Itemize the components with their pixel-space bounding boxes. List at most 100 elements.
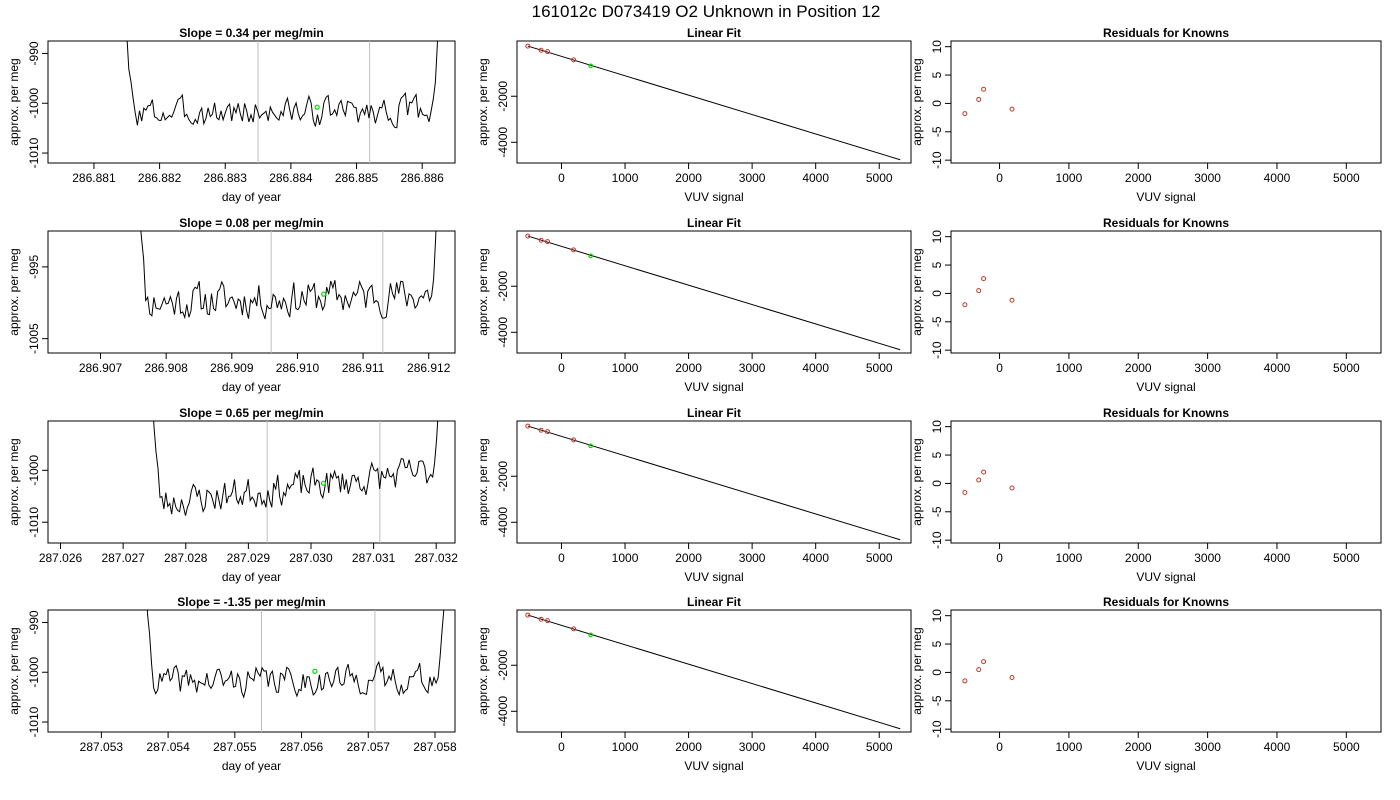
y-axis-label: approx. per meg xyxy=(910,58,924,145)
figure-title: 161012c D073419 O2 Unknown in Position 1… xyxy=(532,2,881,21)
plot-frame xyxy=(516,609,912,733)
y-tick-label: -1000 xyxy=(27,455,41,486)
x-tick-label: 286.886 xyxy=(400,171,444,185)
x-tick-label: 1000 xyxy=(612,171,639,185)
x-tick-label: 2000 xyxy=(1125,551,1152,565)
x-tick-label: 0 xyxy=(996,740,1003,754)
panel-title: Linear Fit xyxy=(687,595,741,609)
y-tick-label: -2000 xyxy=(496,650,510,681)
x-tick-label: 287.057 xyxy=(347,740,391,754)
y-tick-label: 10 xyxy=(930,230,944,244)
x-tick-label: 5000 xyxy=(1333,740,1360,754)
y-tick-label: -10 xyxy=(930,341,944,359)
x-tick-label: 5000 xyxy=(1333,171,1360,185)
x-tick-label: 2000 xyxy=(675,740,702,754)
x-tick-label: 286.909 xyxy=(210,361,254,375)
x-tick-label: 287.054 xyxy=(146,740,190,754)
known-point xyxy=(1009,106,1015,112)
y-tick-label: -5 xyxy=(930,316,944,327)
known-point xyxy=(976,477,982,483)
x-axis-label: VUV signal xyxy=(1136,190,1195,204)
x-tick-label: 5000 xyxy=(866,171,893,185)
x-tick-label: 5000 xyxy=(1333,361,1360,375)
unknown-marker xyxy=(312,668,318,674)
panel-resid-row2: Residuals for Knowns 0 1000 2000 3000 4000 500… xyxy=(910,216,1382,394)
plot-frame xyxy=(950,609,1382,733)
x-tick-label: 287.058 xyxy=(413,740,457,754)
known-point xyxy=(538,427,544,433)
y-tick-label: 5 xyxy=(930,451,944,458)
panel-resid-row4: Residuals for Knowns 0 1000 2000 3000 4000 500… xyxy=(910,595,1382,773)
plot-frame xyxy=(47,40,456,164)
panel-title: Slope = -1.35 per meg/min xyxy=(177,595,325,609)
known-point xyxy=(981,659,987,665)
known-point xyxy=(571,437,577,443)
y-tick-label: -1005 xyxy=(27,323,41,354)
plot-area xyxy=(962,86,1015,117)
y-axis-label: approx. per meg xyxy=(7,248,21,335)
plot-area xyxy=(140,231,437,353)
y-tick-label: -1010 xyxy=(27,706,41,737)
x-tick-label: 4000 xyxy=(1264,171,1291,185)
x-tick-label: 2000 xyxy=(1125,740,1152,754)
x-tick-label: 0 xyxy=(558,551,565,565)
x-tick-label: 1000 xyxy=(1056,740,1083,754)
panel-trace-row4: Slope = -1.35 per meg/min 287.053 287.054 2… xyxy=(7,595,457,773)
y-axis-label: approx. per meg xyxy=(476,627,490,714)
plot-frame xyxy=(950,230,1382,354)
x-tick-label: 3000 xyxy=(1194,551,1221,565)
x-tick-label: 286.885 xyxy=(335,171,379,185)
x-tick-label: 4000 xyxy=(802,171,829,185)
plot-frame xyxy=(516,420,912,544)
x-tick-label: 1000 xyxy=(612,740,639,754)
plot-frame xyxy=(950,420,1382,544)
x-tick-label: 1000 xyxy=(1056,551,1083,565)
known-point xyxy=(571,57,577,63)
x-tick-label: 0 xyxy=(996,171,1003,185)
x-tick-label: 5000 xyxy=(1333,551,1360,565)
trace-line xyxy=(153,421,439,516)
known-point xyxy=(538,237,544,243)
panel-trace-row2: Slope = 0.08 per meg/min 286.907 286.908 28… xyxy=(7,216,456,394)
known-point xyxy=(976,96,982,102)
y-tick-label: 0 xyxy=(930,669,944,676)
y-tick-label: -1000 xyxy=(27,88,41,119)
y-axis-label: approx. per meg xyxy=(7,58,21,145)
panel-trace-row3: Slope = 0.65 per meg/min 287.026 287.027 28… xyxy=(7,406,458,584)
x-tick-label: 2000 xyxy=(1125,171,1152,185)
y-tick-label: -4000 xyxy=(496,127,510,158)
known-point xyxy=(962,111,968,117)
x-tick-label: 286.908 xyxy=(144,361,188,375)
panel-grid: Slope = 0.34 per meg/min 286.881 286.882 28… xyxy=(7,26,1382,773)
panel-title: Linear Fit xyxy=(687,216,741,230)
plot-frame xyxy=(47,609,456,733)
fit-line xyxy=(527,614,901,730)
x-tick-label: 287.030 xyxy=(289,551,333,565)
known-point xyxy=(976,288,982,294)
y-tick-label: 0 xyxy=(930,100,944,107)
x-tick-label: 0 xyxy=(996,551,1003,565)
plot-frame xyxy=(950,40,1382,164)
panel-title: Residuals for Knowns xyxy=(1103,406,1229,420)
fit-line xyxy=(527,45,901,161)
x-tick-label: 2000 xyxy=(675,361,702,375)
panel-title: Slope = 0.65 per meg/min xyxy=(179,406,323,420)
x-tick-label: 287.027 xyxy=(101,551,145,565)
panel-title: Linear Fit xyxy=(687,26,741,40)
y-tick-label: -5 xyxy=(930,506,944,517)
x-axis-label: day of year xyxy=(222,380,281,394)
plot-area xyxy=(153,421,439,543)
plot-frame xyxy=(516,40,912,164)
known-point xyxy=(981,86,987,92)
x-tick-label: 287.026 xyxy=(39,551,83,565)
known-point xyxy=(962,302,968,308)
y-axis-label: approx. per meg xyxy=(910,248,924,335)
x-tick-label: 4000 xyxy=(802,361,829,375)
trace-line xyxy=(140,231,437,320)
y-tick-label: -4000 xyxy=(496,696,510,727)
trace-line xyxy=(126,41,439,129)
plot-area xyxy=(962,469,1015,495)
x-tick-label: 287.056 xyxy=(280,740,324,754)
x-axis-label: VUV signal xyxy=(684,570,743,584)
panel-trace-row1: Slope = 0.34 per meg/min 286.881 286.882 28… xyxy=(7,26,456,204)
